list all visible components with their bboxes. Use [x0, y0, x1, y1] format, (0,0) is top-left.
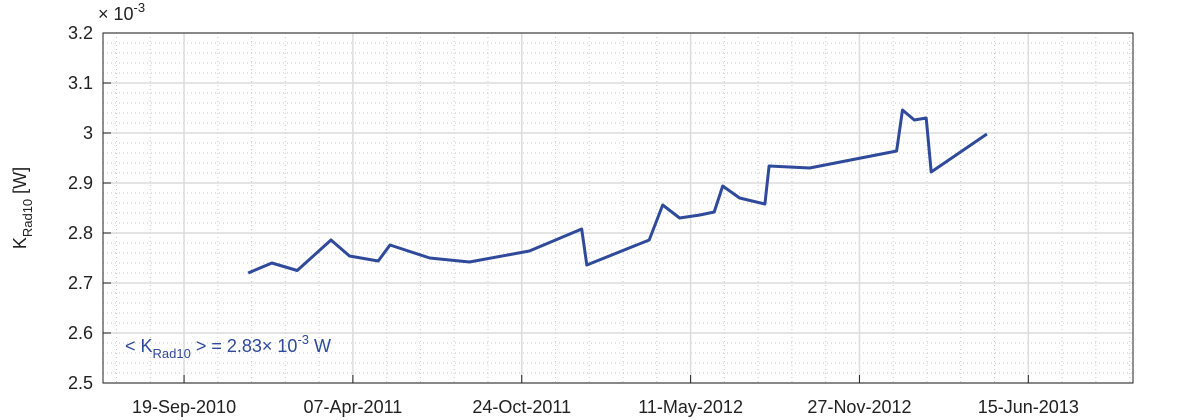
y-label-main: K	[10, 237, 30, 249]
y-label-unit: [W]	[10, 167, 30, 199]
y-tick-label: 2.5	[68, 373, 93, 393]
y-tick-label: 2.8	[68, 223, 93, 243]
multiplier-base: × 10	[98, 4, 134, 24]
x-tick-label: 19-Sep-2010	[132, 397, 236, 417]
annotation-pre: < K	[125, 336, 153, 356]
y-label-sub: Rad10	[20, 199, 35, 237]
y-tick-label: 3.1	[68, 73, 93, 93]
y-tick-label: 2.6	[68, 323, 93, 343]
annotation: < KRad10 > = 2.83× 10-3 W	[125, 332, 331, 361]
plot-area	[103, 33, 1133, 383]
multiplier-exponent: -3	[134, 0, 146, 15]
y-multiplier: × 10-3	[98, 0, 145, 24]
grid	[103, 32, 1133, 384]
y-axis-label: KRad10 [W]	[10, 167, 35, 249]
axes-box	[102, 32, 1134, 384]
annotation-mid: > = 2.83× 10	[191, 336, 298, 356]
y-tick-label: 3	[83, 123, 93, 143]
y-tick-label: 3.2	[68, 23, 93, 43]
y-tick-label: 2.7	[68, 273, 93, 293]
x-tick-label: 27-Nov-2012	[807, 397, 911, 417]
x-tick-label: 24-Oct-2011	[472, 397, 571, 417]
y-tick-label: 2.9	[68, 173, 93, 193]
x-tick-label: 11-May-2012	[638, 397, 743, 417]
data-line	[247, 108, 988, 275]
x-tick-label: 15-Jun-2013	[978, 397, 1079, 417]
annotation-post: W	[309, 336, 331, 356]
annotation-sup: -3	[297, 332, 309, 347]
x-tick-label: 07-Apr-2011	[304, 397, 403, 417]
annotation-sub: Rad10	[153, 346, 191, 361]
